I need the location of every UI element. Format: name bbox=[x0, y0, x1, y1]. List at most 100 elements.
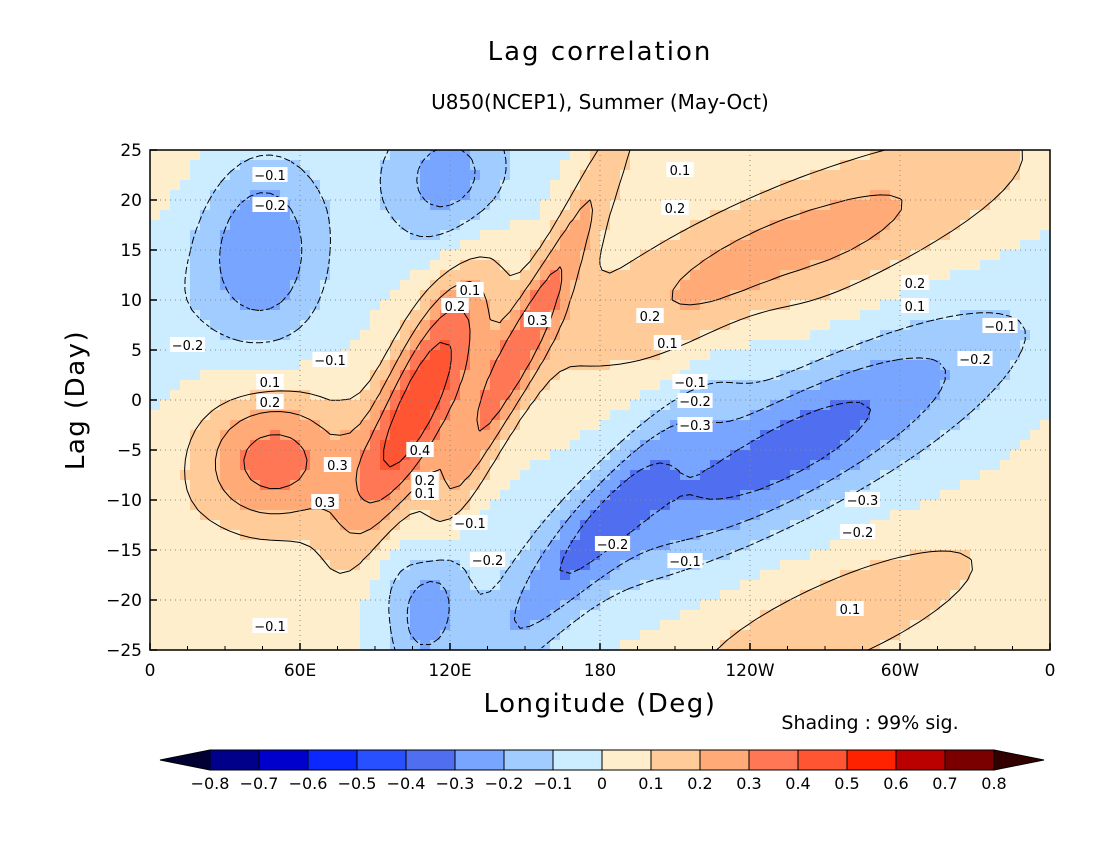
heatmap-cell bbox=[720, 540, 731, 551]
heatmap-cell bbox=[200, 310, 211, 321]
heatmap-cell bbox=[170, 440, 181, 451]
heatmap-cell bbox=[400, 630, 411, 641]
heatmap-cell bbox=[580, 380, 591, 391]
heatmap-cell bbox=[870, 310, 881, 321]
heatmap-cell bbox=[600, 450, 611, 461]
heatmap-cell bbox=[650, 590, 661, 601]
heatmap-cell bbox=[360, 280, 371, 291]
heatmap-cell bbox=[960, 540, 971, 551]
heatmap-cell bbox=[1040, 270, 1051, 281]
heatmap-cell bbox=[270, 480, 281, 491]
heatmap-cell bbox=[410, 170, 421, 181]
heatmap-cell bbox=[510, 400, 521, 411]
heatmap-cell bbox=[460, 150, 471, 161]
heatmap-cell bbox=[380, 340, 391, 351]
heatmap-cell bbox=[850, 150, 861, 161]
heatmap-cell bbox=[290, 370, 301, 381]
heatmap-cell bbox=[390, 160, 401, 171]
heatmap-cell bbox=[670, 490, 681, 501]
heatmap-cell bbox=[760, 160, 771, 171]
heatmap-cell bbox=[840, 180, 851, 191]
heatmap-cell bbox=[700, 480, 711, 491]
heatmap-cell bbox=[300, 500, 311, 511]
heatmap-cell bbox=[480, 200, 491, 211]
heatmap-cell bbox=[740, 390, 751, 401]
heatmap-cell bbox=[690, 470, 701, 481]
heatmap-cell bbox=[420, 640, 431, 651]
heatmap-cell bbox=[540, 600, 551, 611]
heatmap-cell bbox=[930, 160, 941, 171]
heatmap-cell bbox=[450, 550, 461, 561]
heatmap-cell bbox=[490, 340, 501, 351]
heatmap-cell bbox=[650, 290, 661, 301]
heatmap-cell bbox=[970, 630, 981, 641]
heatmap-cell bbox=[1020, 600, 1031, 611]
heatmap-cell bbox=[350, 440, 361, 451]
heatmap-cell bbox=[780, 360, 791, 371]
heatmap-cell bbox=[940, 260, 951, 271]
heatmap-cell bbox=[1000, 300, 1011, 311]
heatmap-cell bbox=[720, 340, 731, 351]
heatmap-cell bbox=[920, 610, 931, 621]
colorbar-arrow-right bbox=[993, 749, 1045, 771]
heatmap-cell bbox=[380, 370, 391, 381]
heatmap-cell bbox=[360, 420, 371, 431]
heatmap-cell bbox=[660, 370, 671, 381]
heatmap-cell bbox=[950, 320, 961, 331]
heatmap-cell bbox=[900, 310, 911, 321]
heatmap-cell bbox=[660, 390, 671, 401]
heatmap-cell bbox=[560, 430, 571, 441]
heatmap-cell bbox=[510, 450, 521, 461]
heatmap-cell bbox=[410, 540, 421, 551]
heatmap-cell bbox=[520, 230, 531, 241]
heatmap-cell bbox=[890, 220, 901, 231]
heatmap-cell bbox=[380, 220, 391, 231]
heatmap-cell bbox=[520, 150, 531, 161]
heatmap-cell bbox=[980, 610, 991, 621]
heatmap-cell bbox=[950, 230, 961, 241]
heatmap-cell bbox=[670, 180, 681, 191]
heatmap-cell bbox=[380, 490, 391, 501]
heatmap-cell bbox=[160, 440, 171, 451]
heatmap-cell bbox=[1000, 250, 1011, 261]
heatmap-cell bbox=[800, 250, 811, 261]
heatmap-cell bbox=[240, 540, 251, 551]
heatmap-cell bbox=[930, 480, 941, 491]
heatmap-cell bbox=[300, 220, 311, 231]
heatmap-cell bbox=[730, 350, 741, 361]
heatmap-cell bbox=[670, 350, 681, 361]
heatmap-cell bbox=[390, 470, 401, 481]
heatmap-cell bbox=[590, 480, 601, 491]
heatmap-cell bbox=[200, 490, 211, 501]
heatmap-cell bbox=[360, 230, 371, 241]
heatmap-cell bbox=[770, 580, 781, 591]
heatmap-cell bbox=[700, 470, 711, 481]
heatmap-cell bbox=[510, 350, 521, 361]
heatmap-cell bbox=[590, 460, 601, 471]
heatmap-cell bbox=[640, 420, 651, 431]
heatmap-cell bbox=[900, 260, 911, 271]
heatmap-cell bbox=[600, 640, 611, 651]
heatmap-cell bbox=[720, 280, 731, 291]
heatmap-cell bbox=[1030, 280, 1041, 291]
heatmap-cell bbox=[1000, 330, 1011, 341]
svg-text:0.3: 0.3 bbox=[315, 496, 336, 511]
heatmap-cells bbox=[150, 150, 1051, 651]
heatmap-cell bbox=[840, 360, 851, 371]
heatmap-cell bbox=[1020, 300, 1031, 311]
heatmap-cell bbox=[580, 560, 591, 571]
heatmap-cell bbox=[450, 270, 461, 281]
heatmap-cell bbox=[840, 170, 851, 181]
heatmap-cell bbox=[640, 430, 651, 441]
heatmap-cell bbox=[730, 480, 741, 491]
heatmap-cell bbox=[830, 400, 841, 411]
colorbar-swatch bbox=[895, 749, 946, 771]
heatmap-cell bbox=[920, 580, 931, 591]
heatmap-cell bbox=[150, 430, 161, 441]
heatmap-cell bbox=[320, 180, 331, 191]
heatmap-cell bbox=[220, 300, 231, 311]
heatmap-cell bbox=[900, 190, 911, 201]
colorbar-swatch bbox=[454, 749, 505, 771]
heatmap-cell bbox=[290, 390, 301, 401]
y-tick-label: 25 bbox=[120, 141, 142, 161]
